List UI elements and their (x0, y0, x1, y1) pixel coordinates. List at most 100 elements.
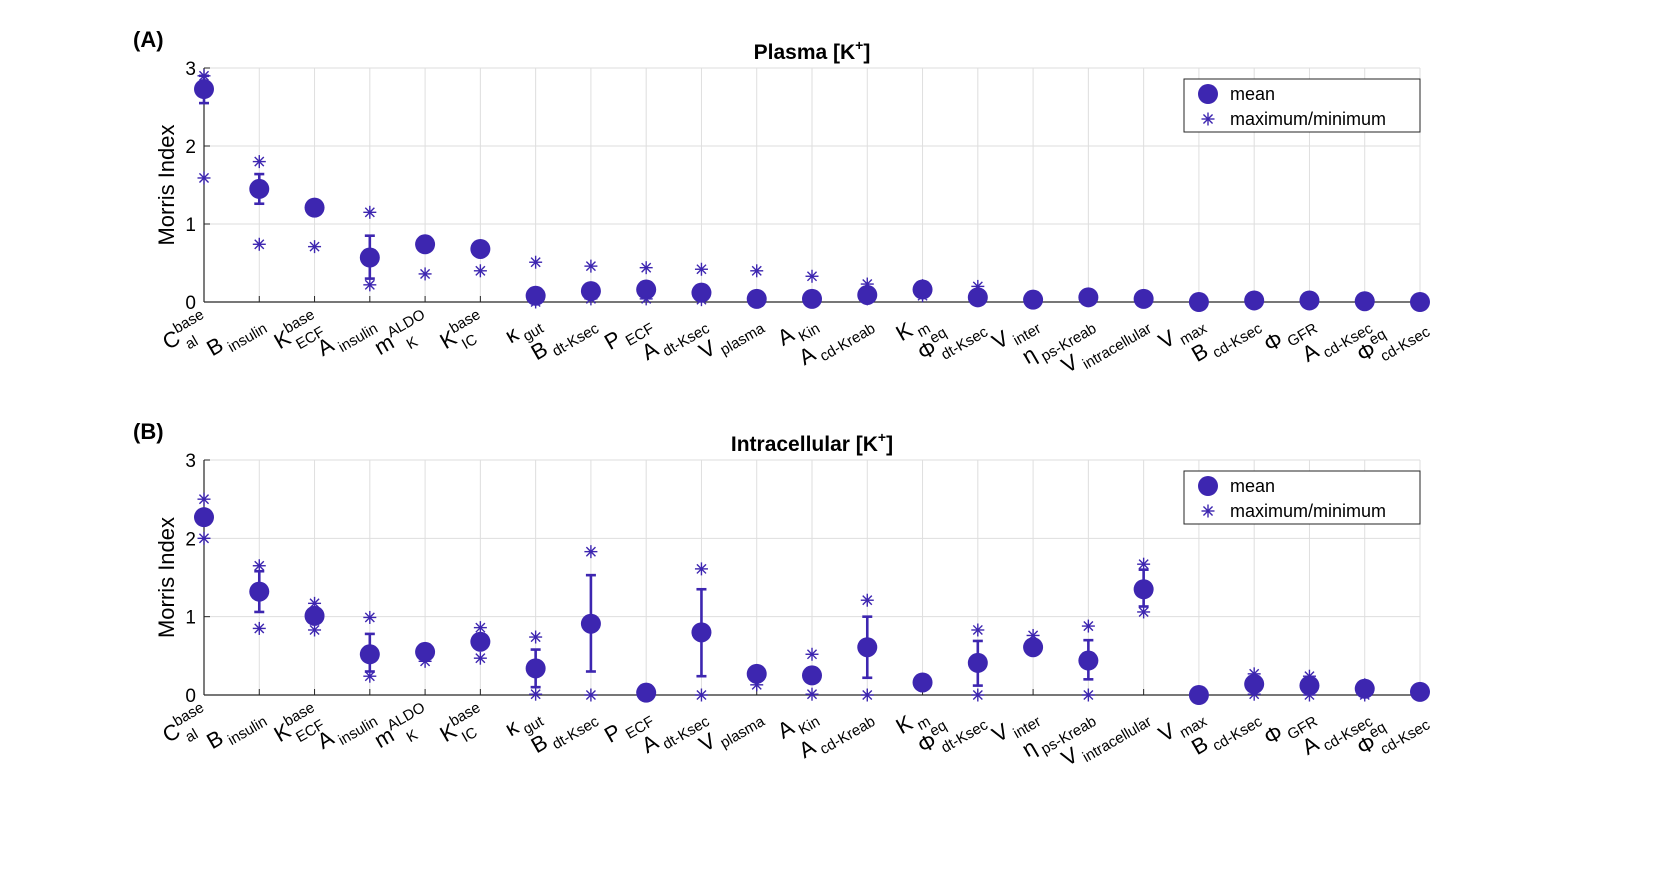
chart-title: Intracellular [K+] (731, 429, 893, 456)
x-tick-label: Acd-Kreab (794, 702, 878, 768)
maximum-marker (1081, 619, 1095, 633)
minimum-marker (308, 240, 322, 254)
x-tick-label: KbaseECF (268, 699, 327, 755)
mean-point (525, 658, 546, 679)
minimum-marker (860, 688, 874, 702)
panel-b: 0 1 2 3 Morris Index (B) Intracellular [K+] Cba… (133, 419, 1434, 771)
mean-point (249, 581, 270, 602)
maximum-marker (860, 593, 874, 607)
y-tick-label: 2 (185, 137, 196, 158)
x-tick-label: Cbaseal (157, 306, 217, 362)
chart-title: Plasma [K+] (754, 37, 871, 64)
legend-mean-label: mean (1230, 84, 1275, 104)
mean-point (415, 234, 436, 255)
legend-box (1183, 78, 1421, 133)
x-tick-label: Φeqcd-Ksec (1351, 306, 1434, 375)
x-tick-label: Φeqdt-Ksec (912, 306, 992, 373)
x-tick-label: Bdt-Ksec (527, 308, 603, 369)
maximum-marker (805, 647, 819, 661)
mean-point (1410, 681, 1430, 702)
legend-mean-marker (1198, 476, 1218, 496)
x-tick-label: Acd-Kreab (794, 309, 878, 375)
mean-point (470, 238, 491, 259)
x-tick-label: mALDOK (368, 699, 438, 761)
mean-point (857, 284, 878, 305)
maximum-marker (363, 610, 377, 624)
mean-point (746, 288, 767, 309)
panel-label: (A) (133, 27, 164, 52)
x-tick-label: mALDOK (368, 306, 438, 368)
minimum-marker (197, 531, 211, 545)
mean-point (691, 622, 712, 643)
maximum-marker (805, 269, 819, 283)
mean-point (691, 282, 712, 303)
mean-point (1133, 579, 1154, 600)
maximum-marker (252, 155, 266, 169)
maximum-marker (197, 492, 211, 506)
mean-point (802, 288, 822, 309)
legend: mean maximum/minimum (1183, 78, 1421, 133)
data-series (194, 69, 1430, 312)
mean-point (1244, 290, 1265, 311)
legend-box (1183, 470, 1421, 525)
maximum-marker (639, 261, 653, 275)
mean-point (249, 178, 270, 199)
data-series (194, 492, 1430, 705)
legend-star-marker (1201, 112, 1215, 126)
legend-maxmin-label: maximum/minimum (1230, 109, 1386, 129)
minimum-marker (252, 237, 266, 251)
legend-mean-marker (1198, 84, 1218, 104)
minimum-marker (529, 687, 543, 701)
y-tick-label: 1 (185, 215, 196, 236)
mean-point (857, 637, 878, 658)
mean-point (967, 287, 988, 308)
maximum-marker (1137, 557, 1151, 571)
mean-point (525, 285, 546, 306)
x-tick-label: Φeqcd-Ksec (1351, 699, 1434, 768)
mean-point (912, 279, 933, 300)
legend-maxmin-label: maximum/minimum (1230, 501, 1386, 521)
mean-point (1078, 650, 1099, 671)
minimum-marker (197, 171, 211, 185)
mean-point (415, 641, 436, 662)
minimum-marker (473, 264, 487, 278)
y-tick-label: 2 (185, 529, 196, 550)
mean-point (1023, 289, 1044, 310)
x-tick-label: Cbaseal (157, 699, 217, 755)
x-tick-label: Bdt-Ksec (527, 701, 603, 762)
maximum-marker (584, 545, 598, 559)
x-tick-label: Vinter (988, 702, 1044, 752)
legend: mean maximum/minimum (1183, 470, 1421, 525)
maximum-marker (694, 262, 708, 276)
mean-point (802, 665, 822, 686)
y-tick-label: 3 (185, 59, 196, 80)
mean-point (1133, 288, 1154, 309)
maximum-marker (584, 259, 598, 273)
maximum-marker (529, 630, 543, 644)
x-tick-label: Bcd-Ksec (1187, 308, 1266, 371)
x-tick-label: Binsulin (202, 702, 270, 759)
y-tick-label: 0 (185, 293, 196, 314)
x-tick-label: Bcd-Ksec (1187, 701, 1266, 764)
x-tick-label: Vplasma (695, 701, 769, 761)
mean-point (470, 631, 491, 652)
x-tick-label: KbaseECF (268, 306, 327, 362)
mean-point (1244, 674, 1265, 695)
x-tick-label: KbaseIC (434, 306, 493, 362)
mean-point (1354, 291, 1375, 312)
maximum-marker (971, 623, 985, 637)
mean-point (304, 605, 325, 626)
mean-point (1299, 675, 1320, 696)
y-tick-label: 0 (185, 686, 196, 707)
minimum-marker (694, 688, 708, 702)
mean-point (1410, 292, 1430, 312)
mean-point (1023, 637, 1044, 658)
x-tick-label: Φeqdt-Ksec (912, 699, 992, 766)
panel-a: 0 1 2 3 Morris Index (A) Plasma [K+] Cbaseal Bin… (133, 27, 1434, 378)
x-tick-label: Vplasma (695, 308, 769, 368)
mean-point (1299, 290, 1320, 311)
maximum-marker (529, 255, 543, 269)
minimum-marker (971, 688, 985, 702)
legend-star-marker (1201, 504, 1215, 518)
